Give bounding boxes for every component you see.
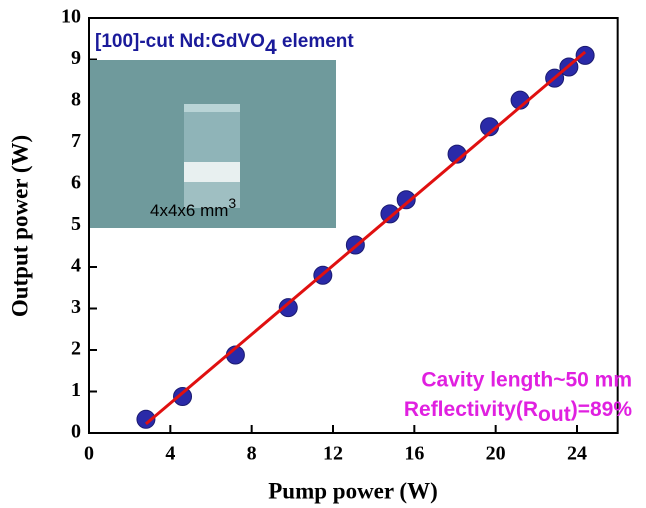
annotation: Reflectivity(Rout)=89% <box>404 398 632 426</box>
y-tick-label: 10 <box>61 6 81 28</box>
x-tick-label: 8 <box>247 443 257 465</box>
x-tick-label: 24 <box>567 443 587 465</box>
y-tick-label: 1 <box>71 379 81 401</box>
inset-title: [100]-cut Nd:GdVO4 element <box>95 31 354 59</box>
y-tick-label: 2 <box>71 338 81 360</box>
x-axis-label: Pump power (W) <box>268 478 438 503</box>
x-tick-label: 4 <box>165 443 175 465</box>
y-tick-label: 8 <box>71 89 81 111</box>
y-tick-label: 4 <box>71 255 81 277</box>
x-tick-label: 20 <box>486 443 506 465</box>
y-tick-label: 6 <box>71 172 81 194</box>
chart: 04812162024012345678910 [100]-cut Nd:GdV… <box>0 0 646 508</box>
data-point <box>576 46 594 64</box>
y-tick-label: 5 <box>71 213 81 235</box>
x-tick-label: 0 <box>84 443 94 465</box>
y-tick-label: 7 <box>71 130 81 152</box>
annotation: Cavity length~50 mm <box>421 369 632 392</box>
x-tick-label: 12 <box>323 443 343 465</box>
y-axis-label: Output power (W) <box>7 135 32 317</box>
y-tick-label: 0 <box>71 421 81 443</box>
y-tick-label: 3 <box>71 296 81 318</box>
x-tick-label: 16 <box>404 443 424 465</box>
y-tick-label: 9 <box>71 47 81 69</box>
